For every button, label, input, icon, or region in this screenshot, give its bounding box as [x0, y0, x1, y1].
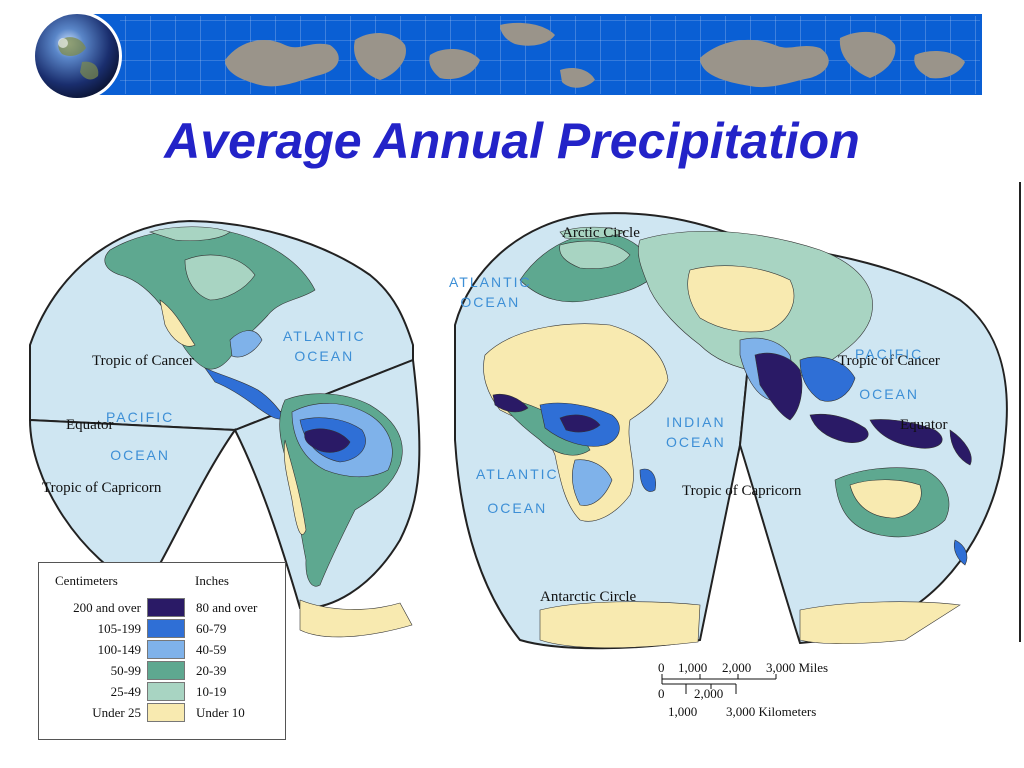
label-atlantic-ocean-south: ATLANTIC OCEAN — [476, 466, 559, 516]
legend-cm-value: 105-199 — [97, 621, 141, 636]
label-arctic-circle: Arctic Circle — [562, 225, 640, 241]
label-equator-west: Equator — [66, 417, 114, 433]
map-scale-bar: 0 1,000 2,000 3,000 Miles 0 2,000 1,000 … — [658, 660, 858, 720]
label-tropic-of-cancer-west: Tropic of Cancer — [92, 353, 194, 369]
scale-km-1000: 1,000 — [668, 704, 698, 719]
scale-miles-1000: 1,000 — [678, 660, 708, 675]
scale-km-3000: 3,000 Kilometers — [726, 704, 817, 719]
legend-row: Under 25 Under 10 — [39, 703, 285, 723]
legend-row: 100-149 40-59 — [39, 640, 285, 660]
legend-cm-value: 50-99 — [110, 663, 141, 678]
edge-line — [1019, 182, 1021, 642]
label-tropic-of-cancer-east: Tropic of Cancer — [838, 353, 940, 369]
label-antarctic-circle: Antarctic Circle — [540, 589, 637, 605]
label-atlantic-ocean-east: ATLANTIC OCEAN — [449, 274, 532, 310]
legend-inch-value: 80 and over — [196, 600, 258, 615]
label-atlantic-ocean-north: ATLANTIC OCEAN — [283, 328, 366, 364]
legend-cm-value: 100-149 — [97, 642, 141, 657]
banner — [32, 11, 982, 100]
legend-row: 200 and over 80 and over — [39, 598, 285, 618]
label-tropic-of-capricorn-west: Tropic of Capricorn — [42, 480, 162, 496]
label-pacific-ocean-east: PACIFIC OCEAN — [855, 346, 924, 402]
legend-swatch — [147, 598, 185, 617]
world-precipitation-map — [28, 212, 1008, 650]
legend-swatch — [147, 703, 185, 722]
page-title: Average Annual Precipitation — [164, 113, 860, 169]
legend-swatch — [147, 682, 185, 701]
legend-centimeters-header: Centimeters — [55, 573, 118, 588]
scale-miles-0: 0 — [658, 660, 665, 675]
label-indian-ocean: INDIAN OCEAN — [666, 414, 726, 450]
legend-row: 105-199 60-79 — [39, 619, 285, 639]
precipitation-legend: Centimeters Inches 200 and over 80 and o… — [38, 562, 286, 740]
scale-miles-3000: 3,000 Miles — [766, 660, 829, 675]
legend-row: 50-99 20-39 — [39, 661, 285, 681]
scale-miles-2000: 2,000 — [722, 660, 752, 675]
legend-swatch — [147, 661, 185, 680]
scale-km-2000: 2,000 — [694, 686, 724, 701]
legend-inch-value: 20-39 — [196, 663, 227, 678]
legend-cm-value: Under 25 — [92, 705, 141, 720]
scale-km-0: 0 — [658, 686, 665, 701]
legend-inches-header: Inches — [195, 573, 229, 588]
globe-icon — [35, 14, 119, 98]
legend-inch-value: 60-79 — [196, 621, 227, 636]
legend-inch-value: 10-19 — [196, 684, 227, 699]
legend-cm-value: 25-49 — [110, 684, 141, 699]
legend-swatch — [147, 640, 185, 659]
legend-inch-value: Under 10 — [196, 705, 245, 720]
legend-swatch — [147, 619, 185, 638]
scale-bar-lines — [661, 674, 777, 694]
label-pacific-ocean-west: PACIFIC OCEAN — [106, 409, 175, 463]
legend-row: 25-49 10-19 — [39, 682, 285, 702]
label-tropic-of-capricorn-east: Tropic of Capricorn — [682, 483, 802, 499]
legend-cm-value: 200 and over — [73, 600, 141, 615]
legend-inch-value: 40-59 — [196, 642, 227, 657]
label-equator-east: Equator — [900, 417, 948, 433]
